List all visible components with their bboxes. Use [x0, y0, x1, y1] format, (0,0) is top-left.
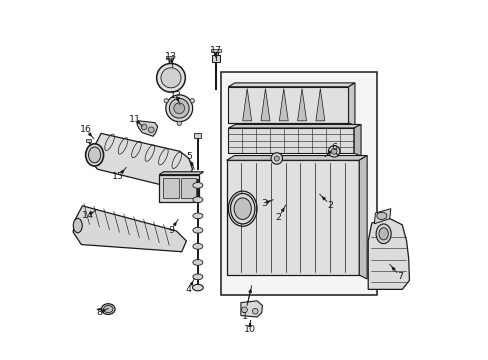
Ellipse shape [378, 228, 387, 240]
Polygon shape [226, 156, 366, 160]
Text: 2: 2 [275, 213, 281, 222]
Polygon shape [159, 172, 203, 175]
Circle shape [270, 153, 282, 164]
Polygon shape [242, 89, 251, 121]
Bar [226, 160, 359, 275]
Ellipse shape [73, 219, 82, 233]
Ellipse shape [376, 212, 386, 220]
Bar [163, 178, 178, 198]
Circle shape [328, 145, 339, 157]
Ellipse shape [192, 213, 203, 219]
Bar [211, 55, 220, 62]
Circle shape [141, 124, 147, 130]
Ellipse shape [192, 183, 203, 188]
Text: 8: 8 [96, 308, 102, 317]
Bar [181, 178, 195, 198]
Text: 15: 15 [112, 172, 124, 181]
Text: 13: 13 [164, 52, 177, 61]
Text: 12: 12 [170, 91, 182, 100]
Polygon shape [297, 89, 306, 121]
Text: 16: 16 [80, 125, 92, 134]
Text: 4: 4 [185, 285, 191, 294]
Text: 10: 10 [244, 325, 255, 334]
Circle shape [190, 99, 194, 103]
Bar [165, 55, 173, 59]
Ellipse shape [85, 144, 103, 166]
Text: 1: 1 [241, 312, 247, 321]
Bar [210, 49, 221, 51]
Ellipse shape [101, 304, 115, 315]
Ellipse shape [165, 95, 192, 122]
Circle shape [156, 63, 185, 92]
Text: 5: 5 [185, 152, 191, 161]
Ellipse shape [174, 103, 184, 114]
Text: 6: 6 [330, 143, 336, 152]
Ellipse shape [192, 274, 203, 280]
Polygon shape [137, 121, 158, 136]
Polygon shape [353, 125, 360, 156]
Text: 3: 3 [261, 199, 267, 208]
Polygon shape [367, 218, 408, 289]
Circle shape [161, 68, 181, 88]
Polygon shape [315, 89, 324, 121]
Polygon shape [279, 89, 287, 121]
Text: 11: 11 [129, 114, 141, 123]
Ellipse shape [192, 197, 203, 203]
Polygon shape [73, 206, 186, 252]
Bar [159, 175, 199, 202]
Circle shape [241, 307, 247, 313]
Circle shape [252, 309, 258, 314]
Bar [221, 72, 376, 295]
Ellipse shape [192, 284, 203, 291]
Circle shape [163, 99, 168, 103]
Polygon shape [228, 87, 348, 123]
Ellipse shape [230, 193, 254, 224]
Ellipse shape [375, 224, 390, 244]
Polygon shape [241, 301, 262, 317]
Circle shape [274, 156, 279, 161]
Ellipse shape [103, 306, 113, 313]
Ellipse shape [192, 227, 203, 233]
Polygon shape [261, 89, 269, 121]
Circle shape [148, 127, 154, 133]
Circle shape [177, 121, 181, 126]
Bar [194, 134, 201, 138]
Polygon shape [228, 125, 360, 128]
Ellipse shape [234, 198, 251, 220]
Ellipse shape [192, 243, 203, 249]
Polygon shape [359, 156, 366, 279]
Polygon shape [228, 83, 354, 87]
Polygon shape [373, 209, 390, 224]
Polygon shape [348, 83, 354, 126]
Ellipse shape [88, 147, 101, 163]
Ellipse shape [192, 260, 203, 265]
Circle shape [330, 148, 336, 154]
Bar [228, 128, 353, 153]
Text: 7: 7 [397, 272, 403, 281]
Bar [85, 139, 91, 141]
Text: 2: 2 [327, 201, 333, 210]
Polygon shape [90, 134, 192, 189]
Text: 17: 17 [209, 46, 222, 55]
Text: 14: 14 [81, 211, 93, 220]
Text: 9: 9 [168, 226, 174, 235]
Ellipse shape [169, 98, 189, 118]
